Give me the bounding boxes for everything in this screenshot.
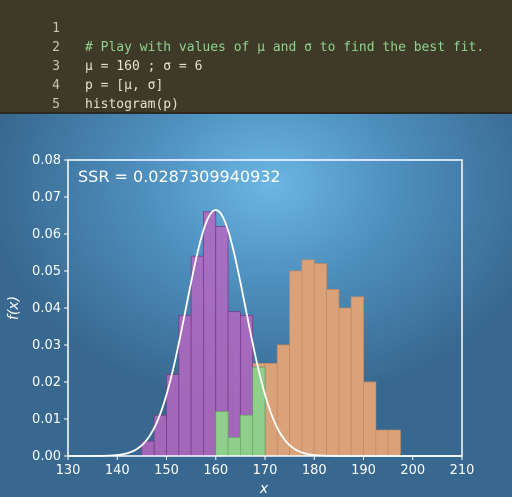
bar-series-1 xyxy=(190,255,204,457)
bar-series-1 xyxy=(227,311,241,457)
bar-series-2 xyxy=(363,381,377,457)
y-tick-label: 0.06 xyxy=(32,227,61,242)
plot-output: 130 140 150 160 170 180 190 200 210 0.00 0.01 0.02… xyxy=(0,114,512,497)
y-ticks: 0.00 0.01 0.02 0.03 0.04 0.05 0.06 0.07 0.08 xyxy=(32,153,68,464)
x-tick-label: 180 xyxy=(302,463,327,478)
line-number: 1 xyxy=(52,21,60,36)
x-axis-label: x xyxy=(259,481,269,497)
histogram-chart: 130 140 150 160 170 180 190 200 210 0.00 0.01 0.02… xyxy=(6,153,475,497)
code-text[interactable]: p = [μ, σ] xyxy=(85,78,164,93)
bars-group xyxy=(141,211,401,457)
x-tick-label: 130 xyxy=(56,463,81,478)
line-number: 3 xyxy=(52,59,60,74)
bar-series-1 xyxy=(203,211,217,457)
y-tick-label: 0.07 xyxy=(32,190,61,205)
line-number: 5 xyxy=(52,97,60,112)
line-number: 4 xyxy=(52,78,60,93)
x-tick-label: 140 xyxy=(105,463,130,478)
bar-overlap xyxy=(227,437,241,457)
bar-series-2 xyxy=(326,289,340,457)
code-line-2[interactable]: 2 μ = 160 ; σ = 6 xyxy=(0,19,512,74)
bar-series-2 xyxy=(338,307,352,457)
code-text[interactable]: histogram(p) xyxy=(85,97,179,112)
code-editor[interactable]: 1 # Play with values of μ and σ to find … xyxy=(0,0,512,114)
y-tick-label: 0.00 xyxy=(32,449,61,464)
bar-series-2 xyxy=(264,363,278,457)
code-line-1[interactable]: 1 # Play with values of μ and σ to find … xyxy=(0,0,512,55)
x-tick-label: 160 xyxy=(203,463,228,478)
bar-overlap xyxy=(239,414,254,457)
y-axis-label: f(x) xyxy=(6,296,22,320)
ssr-annotation: SSR = 0.0287309940932 xyxy=(78,167,281,186)
bar-overlap xyxy=(215,411,229,457)
y-tick-label: 0.02 xyxy=(32,375,61,390)
line-number: 2 xyxy=(52,40,60,55)
x-ticks: 130 140 150 160 170 180 190 200 210 xyxy=(56,456,475,478)
x-tick-label: 200 xyxy=(400,463,425,478)
code-text[interactable]: # Play with values of μ and σ to find th… xyxy=(85,40,485,55)
code-line-5[interactable]: 5 xyxy=(0,76,512,112)
code-line-4[interactable]: 4 histogram(p) xyxy=(0,57,512,112)
code-line-3[interactable]: 3 p = [μ, σ] xyxy=(0,38,512,93)
bar-overlap xyxy=(252,366,266,457)
y-tick-label: 0.03 xyxy=(32,338,61,353)
y-tick-label: 0.08 xyxy=(32,153,61,168)
y-tick-label: 0.05 xyxy=(32,264,61,279)
x-tick-label: 170 xyxy=(253,463,278,478)
code-text[interactable]: μ = 160 ; σ = 6 xyxy=(85,59,203,74)
bar-series-1 xyxy=(153,414,167,457)
bar-series-2 xyxy=(375,429,389,457)
bar-series-2 xyxy=(350,296,364,457)
x-tick-label: 150 xyxy=(154,463,179,478)
y-tick-label: 0.01 xyxy=(32,412,61,427)
x-tick-label: 190 xyxy=(351,463,376,478)
bar-series-2 xyxy=(301,259,315,457)
x-tick-label: 210 xyxy=(450,463,475,478)
bar-series-2 xyxy=(313,263,327,457)
bar-series-2 xyxy=(387,429,401,457)
bar-series-2 xyxy=(289,270,303,457)
y-tick-label: 0.04 xyxy=(32,301,61,316)
